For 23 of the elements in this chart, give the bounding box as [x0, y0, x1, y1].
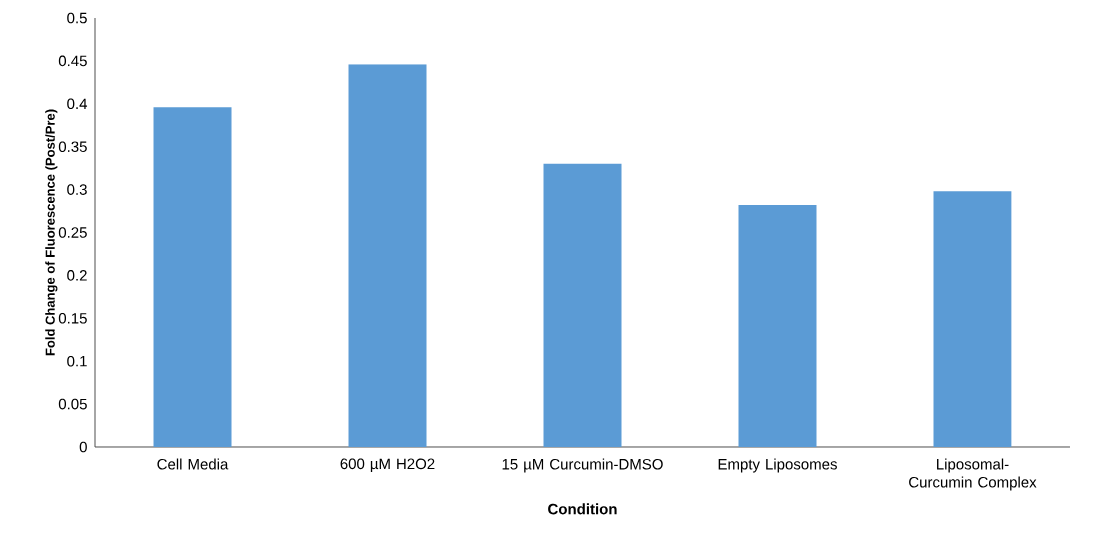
y-tick-label: 0.4: [67, 98, 88, 110]
y-tick-label: 0.2: [67, 270, 87, 281]
bar: [543, 163, 622, 447]
y-tick-label: 0.35: [58, 141, 87, 152]
bar: [738, 205, 817, 447]
x-tick-label: Cell Media: [157, 458, 229, 470]
y-tick-label: 0.25: [58, 227, 87, 238]
y-tick-label: 0.1: [67, 355, 87, 367]
y-tick-label: 0.45: [58, 55, 87, 67]
y-tick-label: 0.15: [58, 312, 87, 324]
y-tick-label: 0: [79, 441, 87, 453]
y-tick-label: 0.05: [58, 398, 87, 410]
x-tick-label: 600 µM H2O2: [340, 458, 435, 473]
x-tick-label: Empty Liposomes: [718, 458, 837, 473]
x-axis-title: Condition: [548, 503, 617, 515]
x-tick-label: Liposomal-Curcumin Complex: [909, 458, 1037, 491]
bar: [153, 107, 232, 447]
bar: [348, 64, 427, 447]
y-tick-label: 0.5: [67, 12, 87, 24]
bar: [933, 191, 1012, 447]
y-tick-label: 0.3: [67, 184, 87, 195]
x-tick-label: 15 µM Curcumin-DMSO: [502, 458, 663, 473]
y-axis-title: Fold Change of Fluorescence (Post/Pre): [45, 109, 58, 356]
